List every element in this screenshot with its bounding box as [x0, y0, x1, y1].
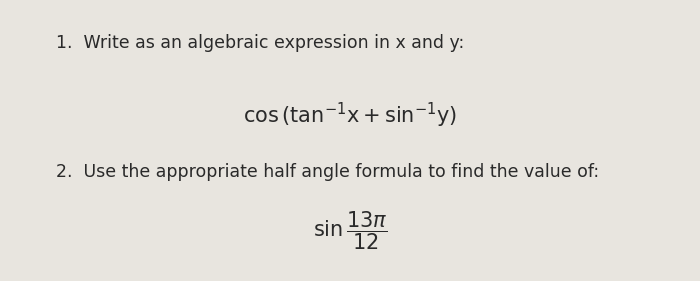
- Text: 1.  Write as an algebraic expression in x and y:: 1. Write as an algebraic expression in x…: [56, 34, 464, 52]
- Text: $\mathrm{sin}\,\dfrac{13\pi}{12}$: $\mathrm{sin}\,\dfrac{13\pi}{12}$: [313, 209, 387, 252]
- Text: 2.  Use the appropriate half angle formula to find the value of:: 2. Use the appropriate half angle formul…: [56, 163, 599, 181]
- Text: $\mathrm{cos\,(\tan^{-1}\!x + \sin^{-1}\!y)}$: $\mathrm{cos\,(\tan^{-1}\!x + \sin^{-1}\…: [243, 101, 457, 130]
